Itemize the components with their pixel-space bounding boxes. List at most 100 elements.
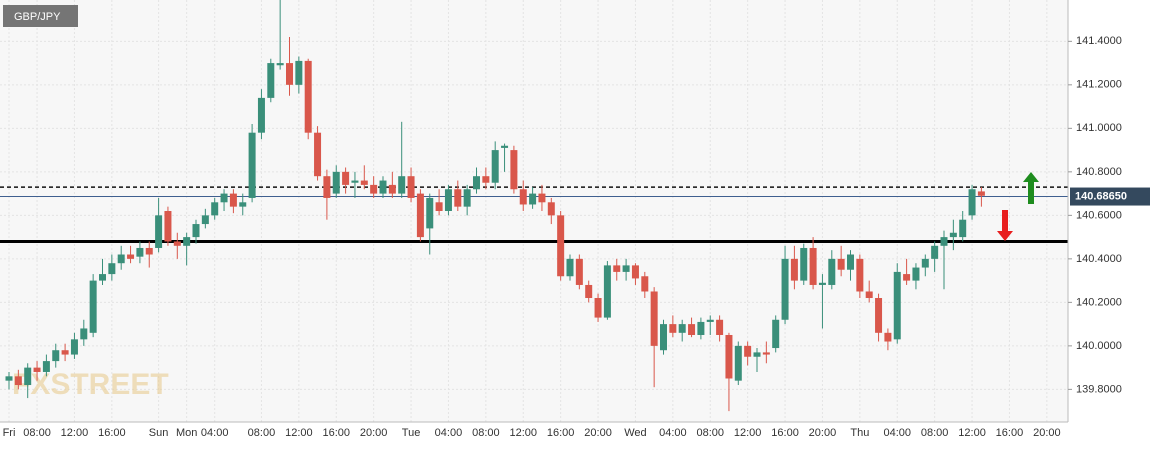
candle-body [370,184,378,194]
x-tick-label: 04:00 [883,427,911,439]
candle-body [585,284,593,299]
candle-body [239,202,247,207]
candle-body [725,334,733,379]
candle-body [379,180,387,194]
candle-body [697,321,705,335]
axis: 139.8000 140.0000 140.2000 140.4000 140.6000… [3,35,1150,439]
candle-body [538,193,546,203]
candle-body [781,258,789,320]
candle-body [716,319,724,335]
candle-body [89,280,97,333]
x-tick-label: 16:00 [771,427,799,439]
candle-body [52,350,60,362]
candle-body [800,247,808,281]
candles [5,0,985,412]
candle-body [33,367,41,372]
candle-body [734,345,742,381]
x-tick-label: 08:00 [472,427,500,439]
x-tick-label: Tue [402,427,421,439]
x-tick-label: 20:00 [809,427,837,439]
x-tick-label: 20:00 [1033,427,1061,439]
y-tick-label: 140.0000 [1076,340,1122,352]
candle-body [257,97,265,133]
candle-body [267,63,275,98]
candle-body [566,258,574,277]
candle-body [847,254,854,270]
candle-body [276,63,284,66]
candle-body [14,376,22,386]
x-tick-label: Wed [624,427,646,439]
candle-body [220,193,228,203]
candle-body [547,202,555,216]
up-arrow [1023,172,1039,204]
candle-body [24,367,32,386]
candle-body [351,180,359,183]
x-tick-label: 20:00 [584,427,612,439]
candle-body [304,60,312,133]
candle-body [940,237,948,246]
candle-body [5,376,13,381]
x-tick-label: 04:00 [435,427,463,439]
candle-body [416,193,424,238]
x-tick-label: Sun [149,427,169,439]
x-tick-label: 08:00 [23,427,51,439]
candle-body [818,282,826,285]
candle-body [42,361,50,372]
candle-body [435,202,443,211]
x-tick-label: 08:00 [921,427,949,439]
candle-body [641,276,649,292]
candle-body [127,254,135,259]
x-tick-label: 04:00 [659,427,687,439]
candle-body [921,258,929,268]
candle-body [753,352,761,357]
candle-body [164,211,172,242]
candle-body [173,241,181,246]
candle-body [837,258,845,270]
candle-body [314,132,322,177]
candle-body [201,215,209,225]
candle-body [529,193,537,205]
candle-body [912,267,920,281]
y-tick-label: 140.4000 [1076,253,1122,265]
candle-body [977,191,985,196]
candle-body [61,350,69,355]
y-tick-label: 140.8000 [1076,166,1122,178]
candle-body [557,215,565,277]
candle-body [229,193,237,207]
candle-body [295,60,303,85]
candle-body [388,184,396,194]
candle-body [155,215,163,248]
x-tick-label: 04:00 [201,427,229,439]
candle-body [117,254,125,264]
symbol-box [3,5,78,27]
y-tick-label: 141.4000 [1076,35,1122,47]
x-tick-label: Fri [3,427,16,439]
candle-body [875,298,883,333]
candle-body [99,274,106,281]
candle-body [762,352,770,355]
candle-body [893,271,901,340]
candle-body [145,247,153,255]
candle-body [501,145,509,148]
candle-body [426,197,434,229]
candle-body [931,245,939,259]
candle-body [183,237,191,246]
candle-body [959,219,967,238]
candle-body [949,232,957,238]
candle-body [575,258,583,285]
candle-body [323,176,331,198]
y-tick-label: 139.8000 [1076,383,1122,395]
candle-body [856,258,864,292]
x-tick-label: 08:00 [248,427,276,439]
candle-body [70,339,78,355]
candle-body [192,224,200,238]
candle-body [491,150,499,183]
candle-body [444,189,452,211]
candle-body [809,247,817,285]
candle-body [678,324,686,333]
candle-body [603,265,611,318]
candle-body [744,345,752,357]
current-price-label: 140.68650 [1075,190,1127,202]
candle-body [482,176,490,183]
